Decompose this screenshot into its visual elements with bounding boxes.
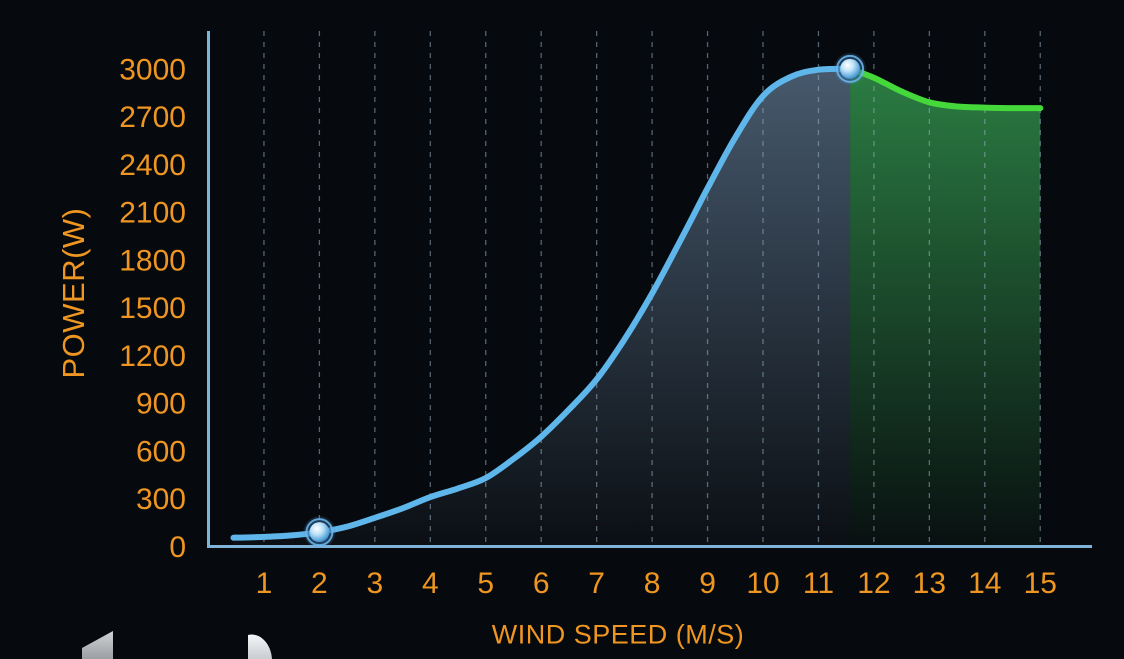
y-tick-label-2700: 2700 — [119, 101, 186, 134]
x-tick-label-4: 4 — [422, 567, 439, 600]
y-tick-label-2100: 2100 — [119, 197, 186, 230]
y-axis-title: POWER(W) — [56, 207, 91, 379]
x-tick-label-11: 11 — [803, 567, 834, 600]
x-tick-label-14: 14 — [968, 567, 1001, 600]
marker-sphere — [840, 58, 861, 79]
area-fill-blue — [233, 68, 851, 546]
x-tick-label-6: 6 — [533, 567, 550, 600]
y-tick-label-1500: 1500 — [119, 292, 186, 325]
x-tick-label-3: 3 — [367, 567, 384, 600]
x-tick-label-15: 15 — [1024, 567, 1057, 600]
x-tick-label-13: 13 — [913, 567, 946, 600]
logo-shape-white-blade — [248, 634, 272, 659]
partial-logo — [82, 631, 272, 659]
data-marker-peak — [834, 52, 867, 85]
y-tick-label-300: 300 — [136, 483, 186, 516]
x-tick-label-2: 2 — [311, 567, 328, 600]
curve-rated-green — [847, 65, 1044, 112]
logo-shape-gray-wedge — [82, 631, 113, 659]
curve-rising-blue — [230, 65, 854, 541]
x-tick-label-8: 8 — [644, 567, 661, 600]
y-tick-label-1800: 1800 — [119, 244, 186, 277]
y-tick-label-2400: 2400 — [119, 149, 186, 182]
x-tick-label-10: 10 — [746, 567, 779, 600]
y-tick-label-1200: 1200 — [119, 340, 186, 373]
y-tick-label-900: 900 — [136, 388, 186, 421]
y-tick-label-0: 0 — [169, 531, 186, 564]
x-tick-label-1: 1 — [256, 567, 273, 600]
marker-sphere — [309, 522, 330, 543]
data-marker-cut-in — [303, 516, 336, 549]
x-tick-label-12: 12 — [857, 567, 890, 600]
x-tick-label-7: 7 — [588, 567, 605, 600]
x-tick-label-5: 5 — [477, 567, 494, 600]
x-axis-title: WIND SPEED (M/S) — [491, 619, 745, 650]
area-fill-green — [850, 68, 1041, 546]
y-tick-label-600: 600 — [136, 435, 186, 468]
y-tick-label-3000: 3000 — [119, 53, 186, 86]
x-tick-label-9: 9 — [699, 567, 716, 600]
